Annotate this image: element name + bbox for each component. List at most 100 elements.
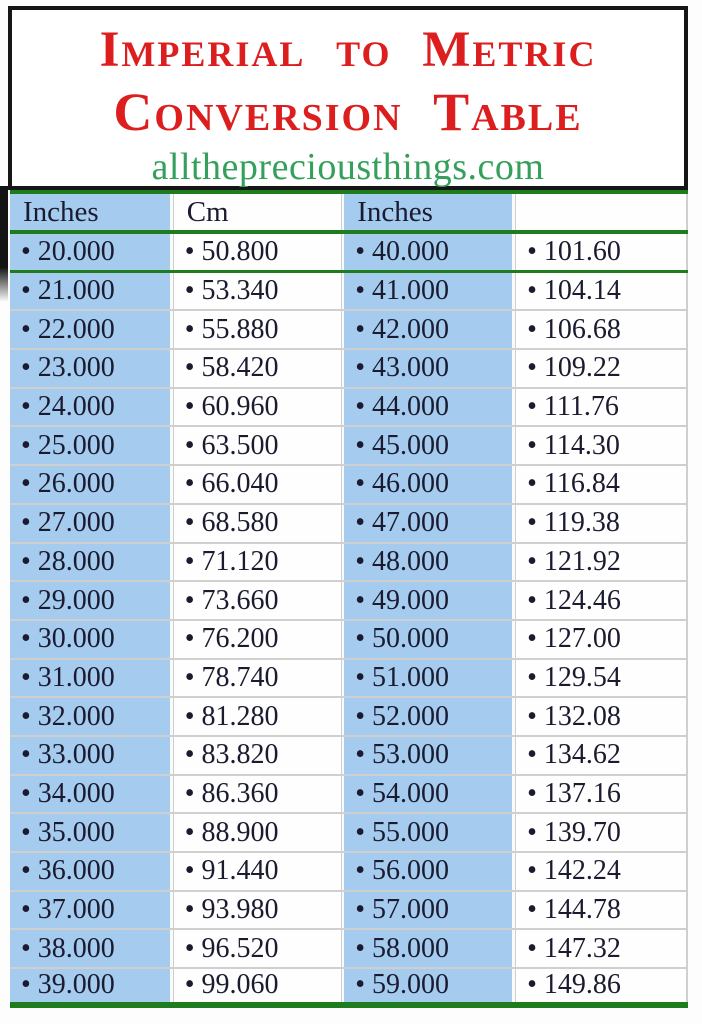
inches-a-cell: • 37.000	[10, 891, 173, 929]
table-row: • 21.000 • 53.340 • 41.000 • 104.14	[10, 272, 688, 312]
table-row: • 26.000 • 66.040 • 46.000 • 116.84	[10, 466, 688, 505]
table-row: • 35.000 • 88.900 • 55.000 • 139.70	[10, 814, 688, 853]
inches-a-cell: • 25.000	[10, 427, 173, 465]
inches-a-cell: • 36.000	[10, 853, 173, 890]
cm-a-cell: • 78.740	[172, 659, 343, 697]
inches-a-cell: • 31.000	[10, 659, 173, 697]
header-inches-b: Inches	[342, 194, 516, 230]
inches-b-cell: • 53.000	[342, 736, 516, 774]
cm-b-cell: • 142.24	[515, 853, 688, 890]
cm-a-cell: • 68.580	[172, 504, 343, 542]
page-title-line1: Imperial to Metric	[99, 22, 597, 78]
table-row: • 24.000 • 60.960 • 44.000 • 111.76	[10, 388, 688, 428]
cm-b-cell: • 137.16	[515, 775, 688, 813]
cm-b-cell: • 119.38	[515, 504, 688, 542]
inches-b-cell: • 57.000	[342, 891, 516, 929]
inches-a-cell: • 20.000	[10, 234, 173, 270]
inches-b-cell: • 59.000	[342, 969, 516, 1002]
table-row: • 37.000 • 93.980 • 57.000 • 144.78	[10, 891, 688, 931]
cm-b-cell: • 144.78	[515, 891, 688, 929]
inches-b-cell: • 45.000	[342, 427, 516, 465]
inches-b-cell: • 43.000	[342, 350, 516, 387]
cm-a-cell: • 99.060	[172, 969, 343, 1002]
table-header-row: Inches Cm Inches	[10, 194, 688, 234]
scan-edge-artifact	[0, 186, 8, 302]
cm-b-cell: • 132.08	[515, 698, 688, 735]
inches-a-cell: • 26.000	[10, 466, 173, 503]
table-body: • 20.000 • 50.800 • 40.000 • 101.60 • 21…	[10, 234, 688, 1008]
inches-b-cell: • 58.000	[342, 930, 516, 968]
header-cm-a: Cm	[172, 194, 343, 230]
inches-a-cell: • 24.000	[10, 388, 173, 426]
cm-b-cell: • 149.86	[515, 969, 688, 1002]
cm-a-cell: • 71.120	[172, 543, 343, 581]
table-row: • 31.000 • 78.740 • 51.000 • 129.54	[10, 659, 688, 699]
inches-a-cell: • 38.000	[10, 930, 173, 968]
cm-a-cell: • 81.280	[172, 698, 343, 735]
inches-b-cell: • 54.000	[342, 775, 516, 813]
inches-b-cell: • 51.000	[342, 659, 516, 697]
header-inches-a: Inches	[10, 194, 173, 230]
inches-b-cell: • 56.000	[342, 853, 516, 890]
table-row: • 20.000 • 50.800 • 40.000 • 101.60	[10, 234, 688, 273]
inches-a-cell: • 28.000	[10, 543, 173, 581]
cm-a-cell: • 91.440	[172, 853, 343, 890]
cm-a-cell: • 73.660	[172, 582, 343, 619]
inches-b-cell: • 46.000	[342, 466, 516, 503]
cm-a-cell: • 76.200	[172, 620, 343, 658]
table-row: • 33.000 • 83.820 • 53.000 • 134.62	[10, 736, 688, 776]
cm-a-cell: • 50.800	[172, 234, 343, 270]
conversion-table: Inches Cm Inches • 20.000 • 50.800 • 40.…	[10, 190, 688, 1008]
header-cm-b	[515, 194, 688, 230]
cm-b-cell: • 147.32	[515, 930, 688, 968]
cm-a-cell: • 53.340	[172, 272, 343, 310]
cm-a-cell: • 55.880	[172, 311, 343, 349]
inches-b-cell: • 41.000	[342, 272, 516, 310]
table-row: • 39.000 • 99.060 • 59.000 • 149.86	[10, 969, 688, 1008]
inches-b-cell: • 49.000	[342, 582, 516, 619]
cm-a-cell: • 60.960	[172, 388, 343, 426]
inches-a-cell: • 21.000	[10, 272, 173, 310]
cm-b-cell: • 121.92	[515, 543, 688, 581]
inches-b-cell: • 42.000	[342, 311, 516, 349]
inches-a-cell: • 22.000	[10, 311, 173, 349]
inches-b-cell: • 44.000	[342, 388, 516, 426]
inches-b-cell: • 55.000	[342, 814, 516, 851]
cm-b-cell: • 127.00	[515, 620, 688, 658]
cm-b-cell: • 106.68	[515, 311, 688, 349]
inches-a-cell: • 29.000	[10, 582, 173, 619]
cm-a-cell: • 93.980	[172, 891, 343, 929]
table-row: • 34.000 • 86.360 • 54.000 • 137.16	[10, 775, 688, 815]
table-row: • 23.000 • 58.420 • 43.000 • 109.22	[10, 350, 688, 389]
table-row: • 32.000 • 81.280 • 52.000 • 132.08	[10, 698, 688, 737]
cm-a-cell: • 58.420	[172, 350, 343, 387]
table-row: • 36.000 • 91.440 • 56.000 • 142.24	[10, 853, 688, 892]
cm-b-cell: • 116.84	[515, 466, 688, 503]
cm-b-cell: • 109.22	[515, 350, 688, 387]
title-box: Imperial to Metric Conversion Table allt…	[8, 6, 688, 190]
inches-b-cell: • 40.000	[342, 234, 516, 270]
table-row: • 22.000 • 55.880 • 42.000 • 106.68	[10, 311, 688, 351]
cm-a-cell: • 66.040	[172, 466, 343, 503]
cm-a-cell: • 83.820	[172, 736, 343, 774]
inches-a-cell: • 30.000	[10, 620, 173, 658]
inches-a-cell: • 35.000	[10, 814, 173, 851]
inches-b-cell: • 52.000	[342, 698, 516, 735]
cm-a-cell: • 86.360	[172, 775, 343, 813]
cm-a-cell: • 88.900	[172, 814, 343, 851]
inches-b-cell: • 50.000	[342, 620, 516, 658]
website-text: allthepreciousthings.com	[151, 146, 545, 188]
page-title-line2: Conversion Table	[113, 82, 583, 142]
cm-b-cell: • 134.62	[515, 736, 688, 774]
inches-a-cell: • 34.000	[10, 775, 173, 813]
inches-b-cell: • 47.000	[342, 504, 516, 542]
inches-a-cell: • 32.000	[10, 698, 173, 735]
table-row: • 25.000 • 63.500 • 45.000 • 114.30	[10, 427, 688, 467]
table-row: • 38.000 • 96.520 • 58.000 • 147.32	[10, 930, 688, 970]
cm-a-cell: • 96.520	[172, 930, 343, 968]
inches-a-cell: • 39.000	[10, 969, 173, 1002]
inches-a-cell: • 27.000	[10, 504, 173, 542]
table-row: • 28.000 • 71.120 • 48.000 • 121.92	[10, 543, 688, 583]
cm-b-cell: • 101.60	[515, 234, 688, 270]
